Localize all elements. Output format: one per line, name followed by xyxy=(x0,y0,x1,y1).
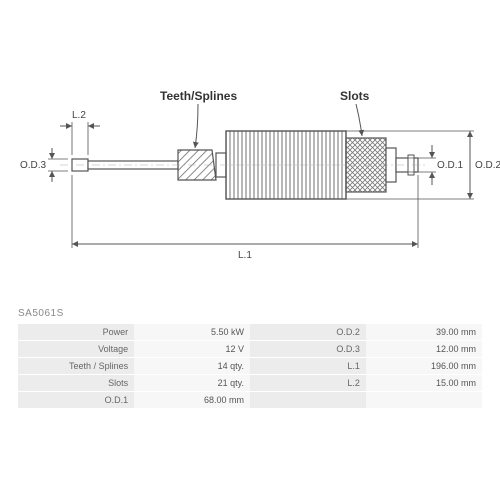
spec-value: 68.00 mm xyxy=(134,392,250,409)
label-l1: L.1 xyxy=(238,250,252,261)
diagram-area: Teeth/Splines Slots L.2 O.D.3 O.D.1 O.D.… xyxy=(0,0,500,300)
spec-label: L.2 xyxy=(250,375,366,392)
table-row: Voltage 12 V O.D.3 12.00 mm xyxy=(18,341,482,358)
spec-value: 196.00 mm xyxy=(366,358,482,375)
label-l2: L.2 xyxy=(72,110,86,121)
spec-value: 15.00 mm xyxy=(366,375,482,392)
spec-value: 12 V xyxy=(134,341,250,358)
spec-label: O.D.1 xyxy=(18,392,134,409)
spec-value: 21 qty. xyxy=(134,375,250,392)
spec-value: 5.50 kW xyxy=(134,324,250,341)
label-od2: O.D.2 xyxy=(475,160,500,171)
label-od1: O.D.1 xyxy=(437,160,464,171)
spec-label: O.D.3 xyxy=(250,341,366,358)
spec-label: Teeth / Splines xyxy=(18,358,134,375)
spec-label: Power xyxy=(18,324,134,341)
spec-label: O.D.2 xyxy=(250,324,366,341)
spec-label: Slots xyxy=(18,375,134,392)
spec-table: Power 5.50 kW O.D.2 39.00 mm Voltage 12 … xyxy=(18,324,482,409)
armature-diagram: Teeth/Splines Slots L.2 O.D.3 O.D.1 O.D.… xyxy=(0,0,500,300)
spec-value: 12.00 mm xyxy=(366,341,482,358)
table-row: Power 5.50 kW O.D.2 39.00 mm xyxy=(18,324,482,341)
table-row: Slots 21 qty. L.2 15.00 mm xyxy=(18,375,482,392)
spec-label xyxy=(250,392,366,409)
spec-value: 14 qty. xyxy=(134,358,250,375)
label-od3: O.D.3 xyxy=(20,160,47,171)
spec-label: L.1 xyxy=(250,358,366,375)
spec-label: Voltage xyxy=(18,341,134,358)
table-row: Teeth / Splines 14 qty. L.1 196.00 mm xyxy=(18,358,482,375)
label-slots: Slots xyxy=(340,89,370,103)
part-id: SA5061S xyxy=(18,308,64,319)
table-row: O.D.1 68.00 mm xyxy=(18,392,482,409)
label-teeth-splines: Teeth/Splines xyxy=(160,89,237,103)
spec-value xyxy=(366,392,482,409)
spec-value: 39.00 mm xyxy=(366,324,482,341)
